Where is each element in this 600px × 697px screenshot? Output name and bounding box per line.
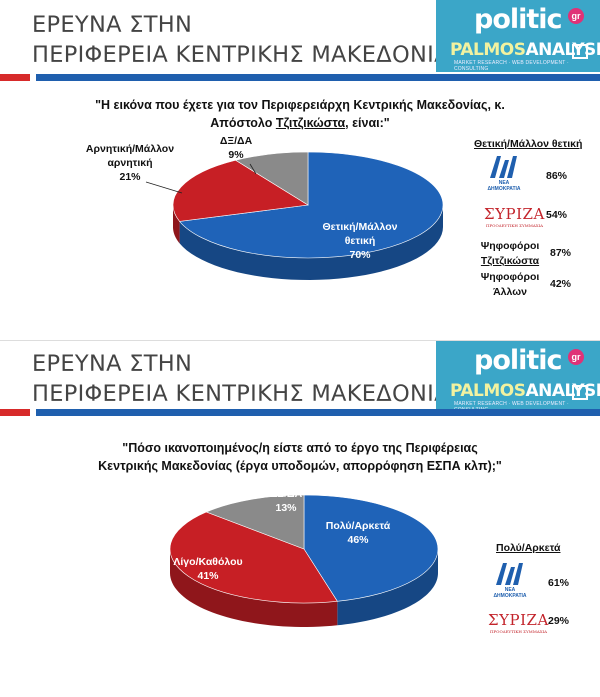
question-line2: Κεντρικής Μακεδονίας (έργα υποδομών, απο… (98, 459, 502, 473)
politic-logo: politic (474, 345, 563, 376)
syriza-value: 29% (548, 615, 570, 627)
pie-category-label-0: θετική (345, 235, 376, 247)
logo-box: politic gr PALMOSANALYSIS MARKET RESEARC… (436, 0, 600, 72)
palmos-square-icon (572, 44, 588, 59)
question-line2-underlined: Τζιτζικώστα (275, 116, 346, 130)
pie-slice-0 (179, 151, 444, 259)
pie-category-label-2: ΔΞ/ΔΑ (220, 135, 253, 147)
pie-category-label-1: Λίγο/Καθόλου (173, 556, 242, 568)
question-line2-post: , είναι:" (345, 116, 390, 130)
pie-slice-0 (303, 494, 439, 602)
question-line1: "Πόσο ικανοποιημένος/η είστε από το έργο… (122, 441, 478, 455)
voters-a-line2: Τζιτζικώστα (480, 255, 540, 267)
syriza-logo: ΣΥΡΙΖΑ ΠΡΟΟΔΕΥΤΙΚΗ ΣΥΜΜΑΧΙΑ (488, 611, 549, 634)
pie-value-label-0: 46% (347, 534, 369, 546)
syriza-value: 54% (546, 209, 568, 221)
pie-value-label-1: 41% (197, 570, 219, 582)
nd-logo: ΝΕΑ ΔΗΜΟΚΡΑΤΙΑ (482, 154, 526, 192)
nd-symbol-icon (496, 563, 523, 585)
gr-badge: gr (568, 349, 584, 365)
syriza-logo: ΣΥΡΙΖΑ ΠΡΟΟΔΕΥΤΙΚΗ ΣΥΜΜΑΧΙΑ (484, 205, 545, 228)
chart-question: "Η εικόνα που έχετε για τον Περιφερειάρχ… (80, 96, 520, 132)
palmos-tagline: MARKET RESEARCH · WEB DEVELOPMENT · CONS… (454, 60, 569, 72)
palmos-word: PALMOS (450, 381, 526, 401)
nd-symbol-icon (490, 156, 517, 178)
panel-image-rating: ΕΡΕΥΝΑ ΣΤΗΝ ΠΕΡΙΦΕΡΕΙΑ ΚΕΝΤΡΙΚΗΣ ΜΑΚΕΔΟΝ… (0, 0, 600, 346)
chart-question: "Πόσο ικανοποιημένος/η είστε από το έργο… (80, 439, 520, 475)
pie-value-label-1: 21% (119, 171, 141, 183)
question-line1: "Η εικόνα που έχετε για τον Περιφερειάρχ… (95, 98, 505, 112)
title-line1: ΕΡΕΥΝΑ ΣΤΗΝ (32, 351, 193, 377)
pie-category-label-1: αρνητική (107, 157, 152, 169)
voters-b-value: 42% (550, 278, 572, 290)
pie-slice-1 (169, 511, 338, 604)
pie-slice-2 (234, 151, 309, 206)
page-title: ΕΡΕΥΝΑ ΣΤΗΝ ΠΕΡΙΦΕΡΕΙΑ ΚΕΝΤΡΙΚΗΣ ΜΑΚΕΔΟΝ… (32, 10, 464, 70)
blue-accent-bar (36, 74, 600, 81)
pie-leader-line-2 (249, 163, 257, 175)
voters-b-label: Ψηφοφόροι Άλλων (474, 270, 546, 300)
syriza-sub: ΠΡΟΟΔΕΥΤΙΚΗ ΣΥΜΜΑΧΙΑ (490, 629, 548, 634)
nd-name: ΝΕΑ ΔΗΜΟΚΡΑΤΙΑ (493, 587, 527, 599)
pie-category-label-2: ΔΞ/ΔΑ (270, 488, 303, 500)
analysis-word: ANALYSIS (525, 40, 600, 60)
pie-category-label-0: Πολύ/Αρκετά (326, 520, 391, 532)
pie-category-label-1: Αρνητική/Μάλλον (86, 143, 174, 155)
panel-satisfaction: ΕΡΕΥΝΑ ΣΤΗΝ ΠΕΡΙΦΕΡΕΙΑ ΚΕΝΤΡΙΚΗΣ ΜΑΚΕΔΟΝ… (0, 340, 600, 687)
red-accent-bar (0, 74, 30, 81)
pie-side-wall-0 (179, 205, 444, 280)
pie-chart: Πολύ/Αρκετά 46% Λίγο/Καθόλου 41% ΔΞ/ΔΑ 13% (169, 488, 439, 627)
nd-value: 61% (548, 577, 570, 589)
logo-box: politic gr PALMOSANALYSIS MARKET RESEARC… (436, 341, 600, 413)
syriza-name: ΣΥΡΙΖΑ (488, 611, 549, 629)
palmos-logo: PALMOSANALYSIS (450, 381, 600, 401)
pie-slice-2 (205, 494, 305, 550)
voters-b-line2: Άλλων (493, 286, 527, 298)
pie-side-wall-1 (170, 549, 338, 627)
pie-category-label-0: Θετική/Μάλλον (323, 221, 398, 233)
pie-slice-1 (172, 159, 309, 222)
question-line2-pre: Απόστολο (210, 116, 276, 130)
pie-chart: Θετική/Μάλλον θετική 70% Αρνητική/Μάλλον αρν… (86, 135, 444, 280)
blue-accent-bar (36, 409, 600, 416)
side-title: Πολύ/Αρκετά (496, 542, 561, 554)
pie-side-wall-1 (173, 205, 180, 244)
voters-b-line1: Ψηφοφόροι (480, 271, 540, 283)
title-line2: ΠΕΡΙΦΕΡΕΙΑ ΚΕΝΤΡΙΚΗΣ ΜΑΚΕΔΟΝΙΑΣ (32, 42, 465, 68)
pie-value-label-2: 9% (228, 149, 244, 161)
gr-badge: gr (568, 8, 584, 24)
pie-leader-line-1 (145, 181, 183, 194)
pie-value-label-2: 13% (275, 502, 297, 514)
voters-a-line1: Ψηφοφόροι (480, 240, 540, 252)
red-accent-bar (0, 409, 30, 416)
palmos-square-icon (572, 385, 588, 400)
syriza-sub: ΠΡΟΟΔΕΥΤΙΚΗ ΣΥΜΜΑΧΙΑ (486, 223, 544, 228)
nd-name: ΝΕΑ ΔΗΜΟΚΡΑΤΙΑ (487, 180, 521, 192)
voters-a-label: Ψηφοφόροι Τζιτζικώστα (474, 239, 546, 269)
pie-side-wall-0 (337, 549, 438, 626)
palmos-word: PALMOS (450, 40, 526, 60)
analysis-word: ANALYSIS (525, 381, 600, 401)
pie-value-label-0: 70% (349, 249, 371, 261)
title-line1: ΕΡΕΥΝΑ ΣΤΗΝ (32, 12, 193, 38)
nd-value: 86% (546, 170, 568, 182)
politic-logo: politic (474, 4, 563, 35)
nd-logo: ΝΕΑ ΔΗΜΟΚΡΑΤΙΑ (488, 561, 532, 599)
voters-a-value: 87% (550, 247, 572, 259)
page-title: ΕΡΕΥΝΑ ΣΤΗΝ ΠΕΡΙΦΕΡΕΙΑ ΚΕΝΤΡΙΚΗΣ ΜΑΚΕΔΟΝ… (32, 349, 464, 409)
side-title: Θετική/Μάλλον θετική (474, 138, 583, 150)
title-line2: ΠΕΡΙΦΕΡΕΙΑ ΚΕΝΤΡΙΚΗΣ ΜΑΚΕΔΟΝΙΑΣ (32, 381, 465, 407)
syriza-name: ΣΥΡΙΖΑ (484, 205, 545, 223)
